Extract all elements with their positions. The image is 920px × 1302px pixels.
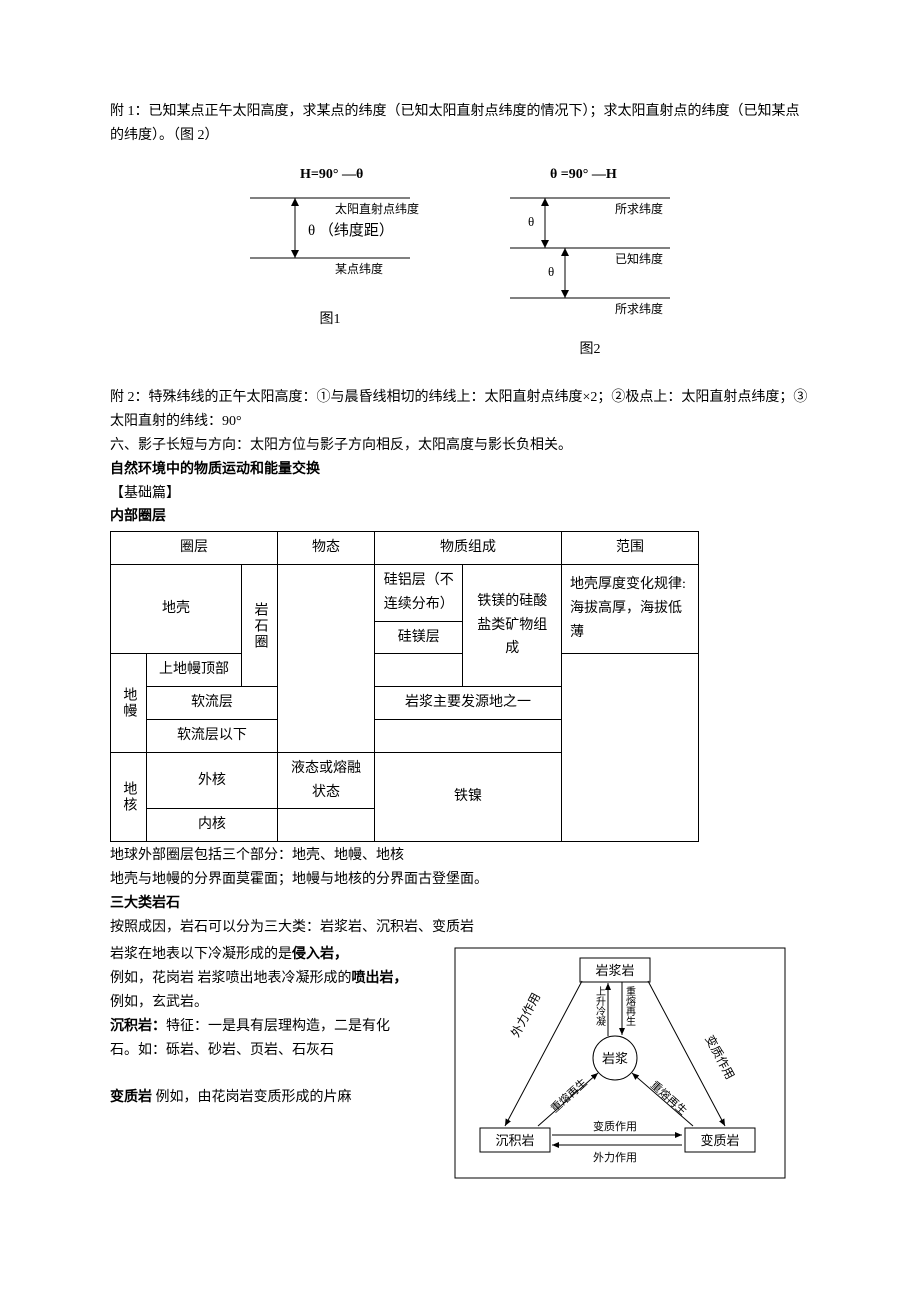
node-magma: 岩浆 <box>602 1051 628 1066</box>
node-igneous: 岩浆岩 <box>595 963 634 978</box>
fig2-formula: θ =90° —H <box>550 167 617 182</box>
cell-femg-comp: 铁镁的硅酸盐类矿物组成 <box>463 564 562 686</box>
cell-below-astheno: 软流层以下 <box>146 719 277 752</box>
rock-cycle-column: 岩浆岩 岩浆 沉积岩 变质岩 上升冷凝 <box>430 943 810 1183</box>
th-range: 范围 <box>562 532 699 565</box>
rock-classes-text: 按照成因，岩石可以分为三大类：岩浆岩、沉积岩、变质岩 <box>110 916 810 940</box>
cell-upper-mantle: 上地幔顶部 <box>146 654 241 687</box>
label-metamorph-2: 变质作用 <box>593 1119 637 1133</box>
th-sphere: 圈层 <box>111 532 278 565</box>
node-sedimentary: 沉积岩 <box>495 1133 534 1148</box>
fig1-caption: 图1 <box>320 308 341 332</box>
cell-sima: 硅镁层 <box>375 621 463 654</box>
label-remelt-1: 重熔再生 <box>626 985 636 1028</box>
metamorphic-text: 变质岩 例如，由花岗岩变质形成的片麻 <box>110 1086 410 1110</box>
sedimentary-text: 沉积岩：特征：一是具有层理构造，二是有化石。如：砾岩、砂岩、页岩、石灰石 <box>110 1015 410 1063</box>
cell-astheno: 软流层 <box>146 687 277 720</box>
table-header-row: 圈层 物态 物质组成 范围 <box>111 532 699 565</box>
label-external-2: 外力作用 <box>593 1151 637 1164</box>
fig2-bottom-label: 所求纬度 <box>615 301 663 316</box>
figure-1: H=90° —θ 太阳直射点纬度 θ （纬度距） 某点纬度 图1 <box>230 163 430 362</box>
intrusive-text: 岩浆在地表以下冷凝形成的是侵入岩， <box>110 943 410 967</box>
appendix-1-text: 附 1：已知某点正午太阳高度，求某点的纬度（已知太阳直射点纬度的情况下）；求太阳… <box>110 100 810 148</box>
heading-inner-layers: 内部圈层 <box>110 505 810 529</box>
cell-magma-source: 岩浆主要发源地之一 <box>375 687 562 720</box>
fig2-theta2: θ <box>548 264 554 279</box>
cell-mantle: 地幔 <box>111 654 147 752</box>
section-6-text: 六、影子长短与方向：太阳方位与影子方向相反，太阳高度与影长负相关。 <box>110 434 810 458</box>
basics-label: 【基础篇】 <box>110 482 810 506</box>
cell-crust-range: 地壳厚度变化规律: 海拔高厚，海拔低薄 <box>562 564 699 653</box>
rock-text-column: 岩浆在地表以下冷凝形成的是侵入岩， 例如，花岗岩 岩浆喷出地表冷凝形成的喷出岩，… <box>110 943 410 1110</box>
cell-core-state: 液态或熔融状态 <box>278 752 375 809</box>
outer-spheres-text: 地球外部圈层包括三个部分：地壳、地幔、地核 <box>110 844 810 868</box>
table-row: 地壳 岩石圈 硅铝层（不连续分布） 铁镁的硅酸盐类矿物组成 地壳厚度变化规律: … <box>111 564 699 621</box>
figure-1-svg: H=90° —θ 太阳直射点纬度 θ （纬度距） 某点纬度 <box>230 163 430 303</box>
label-remelt-3: 重熔再生 <box>648 1078 690 1118</box>
cell-core: 地核 <box>111 752 147 841</box>
extrusive-text: 例如，花岗岩 岩浆喷出地表冷凝形成的喷出岩，例如，玄武岩。 <box>110 967 410 1015</box>
rock-section-row: 岩浆在地表以下冷凝形成的是侵入岩， 例如，花岗岩 岩浆喷出地表冷凝形成的喷出岩，… <box>110 943 810 1183</box>
figures-row: H=90° —θ 太阳直射点纬度 θ （纬度距） 某点纬度 图1 θ =90° … <box>110 163 810 362</box>
inner-layers-table: 圈层 物态 物质组成 范围 地壳 岩石圈 硅铝层（不连续分布） 铁镁的硅酸盐类矿… <box>110 531 699 842</box>
fig2-mid-label: 已知纬度 <box>615 251 663 266</box>
label-rise-cool: 上升冷凝 <box>596 986 606 1028</box>
fig2-caption: 图2 <box>580 338 601 362</box>
node-metamorphic: 变质岩 <box>700 1133 739 1148</box>
cell-feni: 铁镍 <box>375 752 562 841</box>
fig1-mid-label: θ （纬度距） <box>308 222 394 239</box>
heading-three-rocks: 三大类岩石 <box>110 892 810 916</box>
rock-cycle-diagram: 岩浆岩 岩浆 沉积岩 变质岩 上升冷凝 <box>450 943 790 1183</box>
label-remelt-2: 重熔再生 <box>548 1076 590 1116</box>
fig1-formula: H=90° —θ <box>300 167 363 182</box>
figure-2-svg: θ =90° —H 所求纬度 θ 已知纬度 θ 所求纬度 <box>490 163 690 333</box>
cell-sial: 硅铝层（不连续分布） <box>375 564 463 621</box>
label-external-1: 外力作用 <box>508 991 543 1040</box>
appendix-2-text: 附 2：特殊纬线的正午太阳高度：①与晨昏线相切的纬线上：太阳直射点纬度×2；②极… <box>110 386 810 434</box>
heading-env: 自然环境中的物质运动和能量交换 <box>110 458 810 482</box>
cell-crust: 地壳 <box>111 564 242 653</box>
cell-inner-core: 内核 <box>146 809 277 842</box>
fig1-bottom-label: 某点纬度 <box>335 261 383 276</box>
boundaries-text: 地壳与地幔的分界面莫霍面；地幔与地核的分界面古登堡面。 <box>110 868 810 892</box>
th-state: 物态 <box>278 532 375 565</box>
th-composition: 物质组成 <box>375 532 562 565</box>
cell-lithosphere: 岩石圈 <box>242 564 278 686</box>
label-metamorph-1: 变质作用 <box>702 1033 738 1082</box>
cell-outer-core: 外核 <box>146 752 277 809</box>
table-row: 地幔 上地幔顶部 <box>111 654 699 687</box>
figure-2: θ =90° —H 所求纬度 θ 已知纬度 θ 所求纬度 图2 <box>490 163 690 362</box>
fig1-top-label: 太阳直射点纬度 <box>335 201 419 216</box>
fig2-top-label: 所求纬度 <box>615 201 663 216</box>
fig2-theta1: θ <box>528 214 534 229</box>
